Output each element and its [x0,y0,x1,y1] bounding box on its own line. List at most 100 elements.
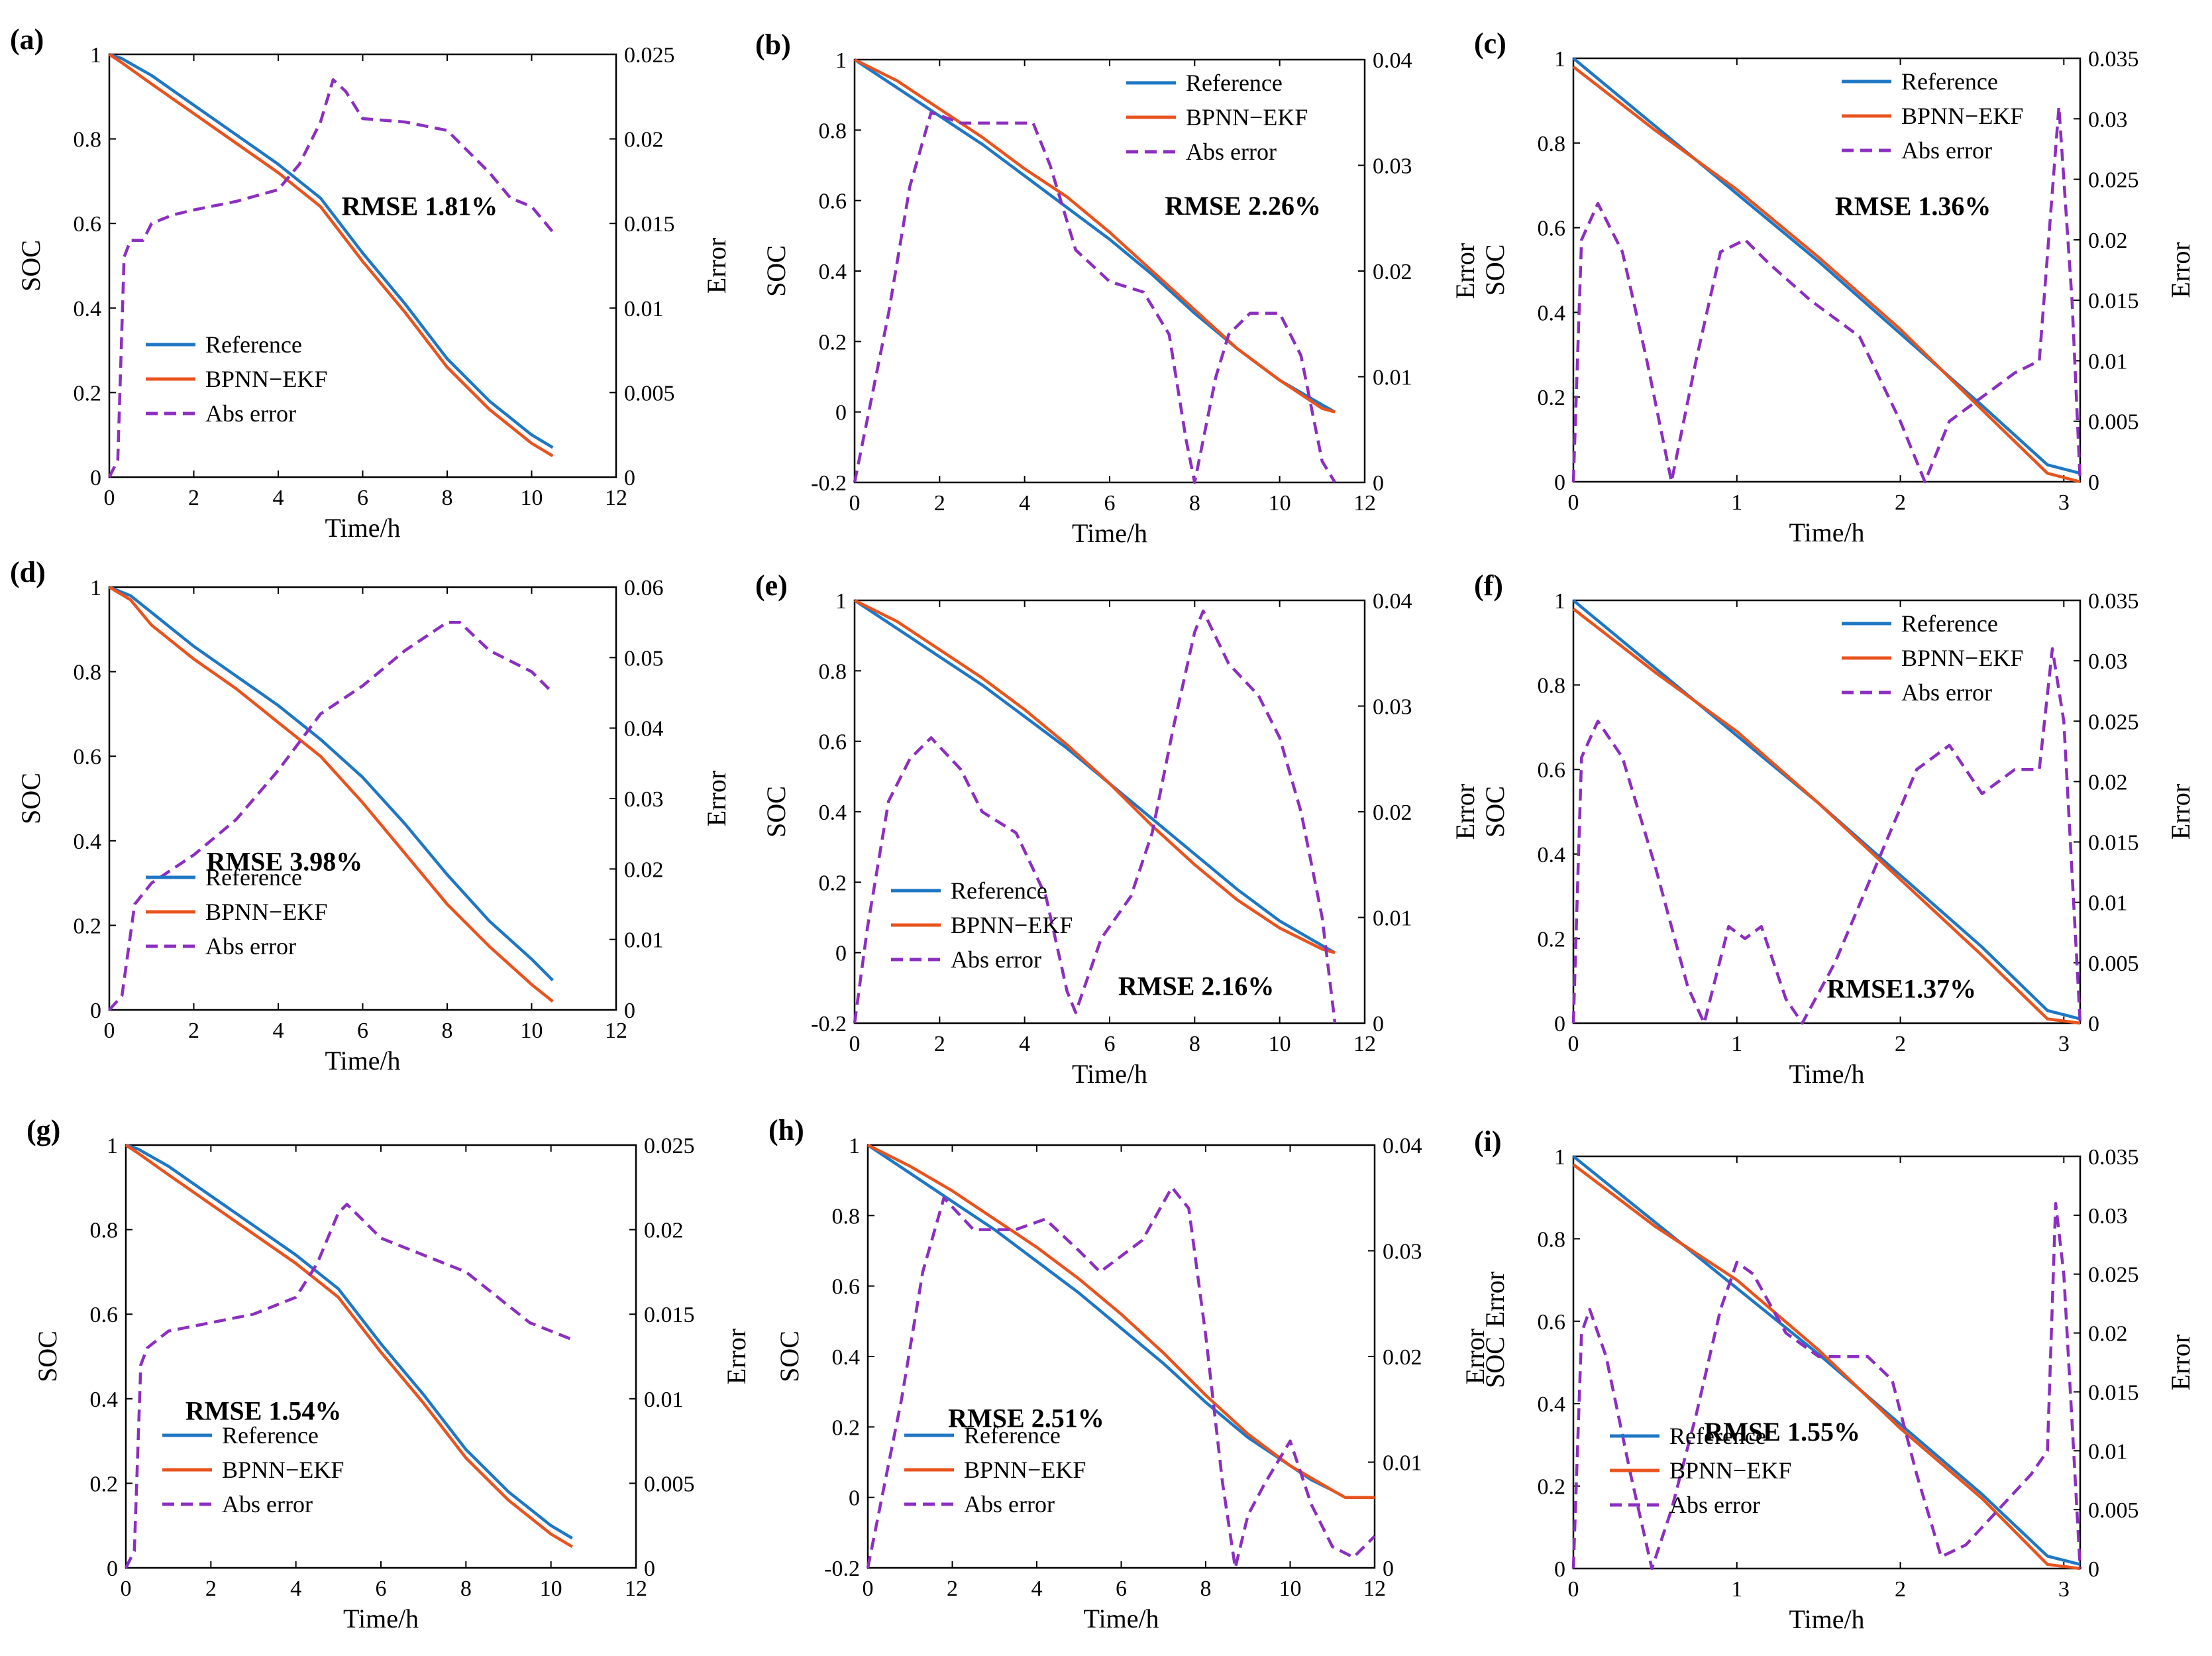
y-tick-label: -0.2 [824,1557,860,1581]
panel-c: 0 1 2 300.20.40.60.8100.0050.010.0150.020.0… [1474,27,2195,547]
y-tick-label: 1 [107,1134,118,1158]
series-reference [1572,57,2081,475]
x-tick-label: 6 [1104,1032,1116,1056]
panel-label: (f) [1474,569,1503,602]
series-abs-error [1571,1201,2082,1571]
y2-tick-label: 0 [1373,471,1384,496]
y-tick-label: 1 [90,576,101,600]
series-abs-error [108,620,554,1011]
y-tick-label: 0.8 [832,1204,861,1229]
y-tick-label: 0 [849,1486,860,1511]
y2-tick-label: 0.015 [2088,831,2139,856]
y2-tick-label: 0.005 [644,1472,695,1496]
y2-tick-label: 0.02 [624,857,664,882]
x-tick-label: 4 [273,1019,284,1043]
series-abs-error [853,111,1337,484]
rmse-label: RMSE 2.51% [948,1403,1104,1433]
y2-tick-label: 0.03 [1373,154,1412,179]
y-tick-label: 0.8 [819,119,847,143]
legend-label: Reference [1901,68,1998,95]
y-tick-label: 0.2 [74,914,102,938]
y2-tick-label: 0.025 [624,43,675,68]
x-tick-label: 12 [1353,1032,1376,1056]
series-reference [1572,599,2081,1021]
plot-frame [853,599,1366,1024]
x-tick-label: 0 [1568,1577,1579,1602]
panel-label: (h) [768,1114,804,1146]
y-tick-label: 0 [1554,1012,1565,1036]
legend-label: Abs error [1186,138,1277,165]
y2-tick-label: 0 [624,999,635,1023]
y-tick-label: 0 [835,942,847,966]
x-tick-label: 2 [1895,490,1906,515]
y-tick-label: 0.4 [1538,301,1566,325]
panel-label: (d) [10,556,46,588]
panel-g: 0 2 4 6 8 10 1200.20.40.60.8100.0050.010.0150.… [26,1114,751,1633]
legend-label: BPNN−EKF [951,912,1073,938]
y-tick-label: 0 [107,1557,118,1581]
y-tick-label: 0.6 [74,745,102,769]
legend-label: Abs error [964,1491,1055,1518]
y-tick-label: 0 [1554,1557,1565,1582]
y2-tick-label: 0.035 [2088,1145,2139,1170]
y-tick-label: 1 [1554,589,1565,614]
x-tick-label: 6 [1116,1576,1127,1601]
x-tick-label: 3 [2058,490,2070,515]
y2-tick-label: 0.03 [2088,107,2128,132]
y-tick-label: -0.2 [811,471,847,496]
y-tick-label: 0.2 [1538,1475,1566,1500]
x-tick-label: 12 [1353,491,1376,516]
y-tick-label: 0.4 [819,260,847,284]
y-tick-label: 0.8 [1538,674,1566,698]
plot-frame [853,58,1366,484]
rmse-label: RMSE 1.54% [185,1396,342,1426]
y2-tick-label: 0.01 [2088,1439,2128,1464]
y2-tick-label: 0.01 [644,1388,684,1412]
y-tick-label: 1 [1554,1145,1565,1170]
y2-axis-label: Error [702,771,731,826]
x-tick-label: 2 [1895,1577,1906,1602]
y2-tick-label: 0.05 [624,646,664,671]
y2-tick-label: 0.02 [2088,1322,2128,1347]
series-bpnn-ekf [853,58,1336,414]
x-tick-label: 0 [863,1576,874,1601]
y2-tick-label: 0.015 [624,212,675,237]
y-tick-label: 0.6 [1538,1310,1566,1335]
panel-d: 0 2 4 6 8 10 1200.20.40.60.8100.010.020.030.04… [10,556,731,1076]
y-tick-label: 0.4 [819,800,847,825]
y-tick-label: 1 [849,1134,860,1158]
x-tick-label: 8 [442,486,453,510]
series-abs-error [124,1203,573,1569]
y2-axis-label: Error [2166,242,2195,298]
panel-label: (g) [26,1114,60,1146]
y2-tick-label: 0.015 [2088,1380,2139,1405]
y-tick-label: 0 [1554,470,1565,495]
x-tick-label: 0 [121,1576,132,1601]
y2-tick-label: 0.02 [1373,260,1412,284]
y-tick-label: 0.4 [74,297,102,321]
y2-tick-label: 0.03 [2088,1204,2128,1229]
y2-tick-label: 0.015 [644,1303,695,1327]
y2-tick-label: 0.04 [624,717,664,742]
x-tick-label: 10 [1269,1032,1291,1056]
y2-axis-label: Error [721,1329,751,1384]
y-tick-label: 0.4 [832,1345,861,1370]
y-tick-label: 0.6 [1538,217,1566,241]
y2-tick-label: 0.04 [1373,589,1412,614]
y-tick-label: 0.2 [1538,927,1566,952]
y2-tick-label: 0.02 [644,1219,684,1243]
series-bpnn-ekf [125,1144,573,1549]
x-axis-label: Time/h [1072,518,1147,548]
y2-tick-label: 0.04 [1383,1134,1422,1158]
x-tick-label: 12 [625,1576,647,1601]
y2-tick-label: 0.01 [1373,366,1412,390]
y2-tick-label: 0.01 [2088,349,2128,374]
x-tick-label: 8 [460,1576,472,1601]
y-tick-label: 0.8 [74,661,102,685]
x-axis-label: Time/h [343,1604,419,1633]
y2-tick-label: 0 [1383,1557,1394,1581]
y-axis-label: SOC [16,773,46,824]
y-axis-label: SOC [761,245,791,297]
series-bpnn-ekf [1572,608,2081,1025]
plot-frame [125,1144,637,1569]
